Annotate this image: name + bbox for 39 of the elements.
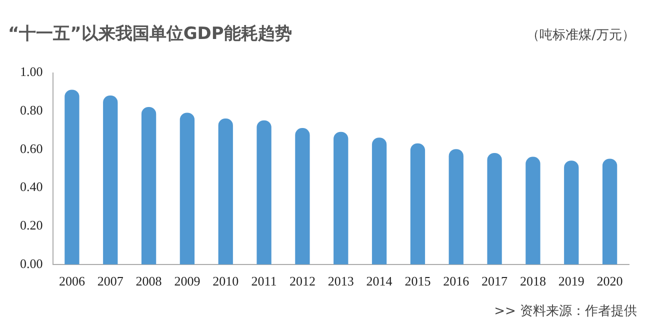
y-tick-label: 0.80: [20, 102, 43, 118]
x-tick-label: 2016: [443, 274, 470, 289]
bar: [526, 156, 540, 264]
x-tick-label: 2020: [596, 274, 623, 289]
y-tick-label: 0.20: [20, 218, 43, 232]
x-tick-label: 2007: [97, 274, 124, 289]
x-tick-label: 2015: [404, 274, 431, 289]
bar: [487, 152, 502, 264]
bar: [256, 120, 272, 264]
x-tick-label: 2019: [558, 274, 584, 289]
bar: [218, 118, 233, 264]
bar: [564, 160, 579, 264]
x-tick-label: 2010: [212, 274, 239, 289]
y-tick-label: 0.60: [20, 140, 43, 156]
bar: [141, 106, 156, 264]
bar: [372, 138, 387, 264]
bar: [103, 95, 118, 264]
x-tick-label: 2009: [174, 274, 200, 289]
y-tick-label: 0.00: [20, 256, 43, 271]
bar: [180, 112, 195, 264]
x-tick-label: 2017: [482, 274, 508, 289]
bar: [602, 158, 618, 264]
bar: [334, 132, 348, 264]
chart-title: “十一五”以来我国单位GDP能耗趋势: [8, 23, 292, 45]
bar: [448, 149, 464, 264]
y-axis-title: （吨标准煤/万元）: [526, 27, 635, 44]
x-tick-label: 2012: [289, 274, 316, 289]
x-tick-label: 2018: [520, 274, 546, 289]
y-tick-label: 1.00: [20, 64, 43, 80]
x-tick-label: 2006: [58, 274, 86, 289]
x-tick-label: 2013: [328, 274, 354, 289]
bar: [410, 143, 426, 264]
bar: [295, 128, 310, 264]
text: >> 资料来源：作者提供: [494, 303, 637, 320]
x-tick-label: 2008: [136, 274, 162, 289]
y-tick-label: 0.40: [20, 179, 43, 194]
bar: [64, 90, 80, 264]
x-tick-label: 2011: [251, 274, 277, 289]
x-tick-label: 2014: [366, 274, 393, 289]
